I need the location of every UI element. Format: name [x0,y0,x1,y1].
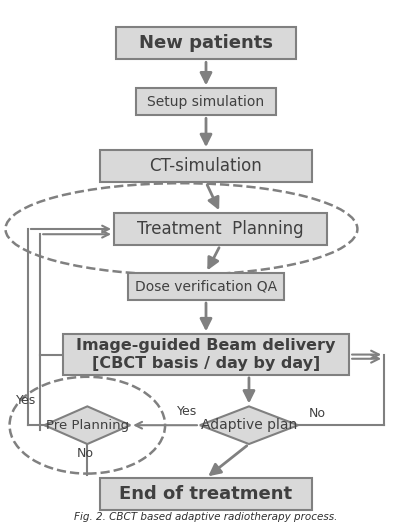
Text: Setup simulation: Setup simulation [147,95,265,109]
FancyBboxPatch shape [100,478,312,511]
Text: Dose verification QA: Dose verification QA [135,279,277,294]
FancyBboxPatch shape [100,150,312,183]
Text: CT-simulation: CT-simulation [150,157,262,175]
Text: No: No [77,447,94,460]
FancyBboxPatch shape [128,273,284,300]
Polygon shape [44,407,130,444]
Text: No: No [308,407,325,420]
Text: Yes: Yes [177,404,198,418]
Text: Fig. 2. CBCT based adaptive radiotherapy process.: Fig. 2. CBCT based adaptive radiotherapy… [74,512,338,522]
FancyBboxPatch shape [136,88,276,115]
Text: New patients: New patients [139,34,273,52]
Polygon shape [200,407,298,444]
Text: Pre Planning: Pre Planning [46,419,129,432]
Text: End of treatment: End of treatment [119,485,293,503]
Text: Image-guided Beam delivery
[CBCT basis / day by day]: Image-guided Beam delivery [CBCT basis /… [76,338,336,371]
Text: Adaptive plan: Adaptive plan [201,418,297,432]
FancyBboxPatch shape [114,213,327,245]
Text: Treatment  Planning: Treatment Planning [137,220,304,238]
Text: Yes: Yes [16,394,36,407]
FancyBboxPatch shape [116,27,296,59]
FancyBboxPatch shape [63,334,349,375]
